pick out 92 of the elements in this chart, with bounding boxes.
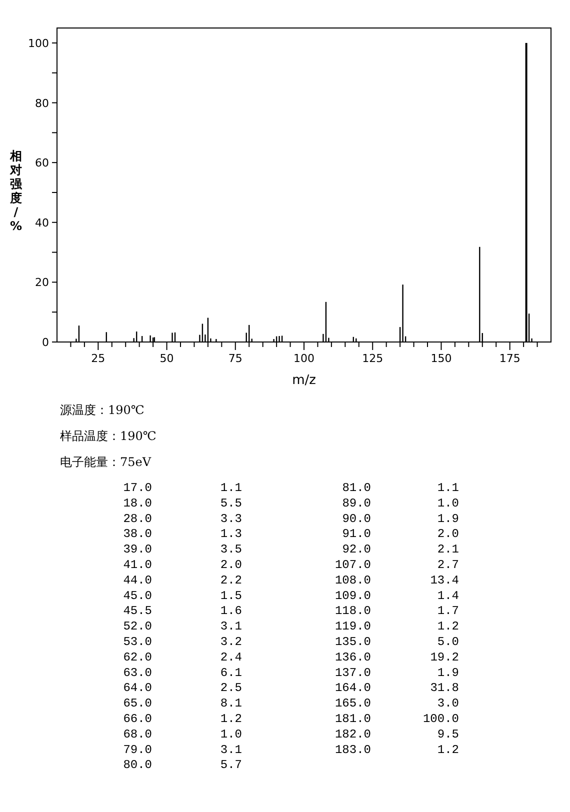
text: 17.0 — [123, 481, 152, 495]
text: 45.5 — [123, 604, 152, 618]
text: 90.0 — [342, 512, 371, 526]
x-axis-title: m/z — [292, 373, 316, 388]
text: 1.2 — [220, 712, 242, 726]
text: 38.0 — [123, 527, 152, 542]
text: 2.7 — [437, 558, 459, 572]
text: 108.0 — [334, 573, 371, 588]
text: 5.7 — [220, 758, 242, 772]
y-tick-label: 80 — [35, 96, 49, 110]
text: 65.0 — [123, 696, 152, 711]
text: 28.0 — [123, 512, 152, 526]
text: 3.1 — [220, 742, 242, 757]
text: 1.0 — [437, 496, 459, 510]
text: 183.0 — [334, 742, 371, 757]
text: 6.1 — [220, 666, 242, 680]
text: 181.0 — [334, 712, 371, 726]
text: 1.1 — [437, 481, 459, 495]
y-tick-label: 0 — [42, 336, 49, 349]
text: 2.4 — [220, 650, 242, 664]
text: 100.0 — [422, 712, 459, 726]
text: 3.1 — [220, 620, 242, 634]
text: 1.5 — [220, 588, 242, 603]
y-tick-label: 100 — [28, 36, 49, 50]
text: 2.0 — [220, 558, 242, 572]
text: 1.1 — [220, 481, 242, 495]
text: 66.0 — [123, 712, 152, 726]
text: 2.1 — [437, 542, 459, 557]
text: 53.0 — [123, 635, 152, 649]
text: 118.0 — [334, 604, 371, 618]
y-tick-label: 40 — [35, 216, 49, 230]
text: 1.2 — [437, 742, 459, 757]
text: 92.0 — [342, 542, 371, 557]
x-tick-label: 25 — [91, 352, 106, 365]
text: 137.0 — [334, 666, 371, 680]
text: 3.2 — [220, 635, 242, 649]
text: 165.0 — [334, 696, 371, 711]
text: 52.0 — [123, 620, 152, 634]
text: 3.5 — [220, 542, 242, 557]
text: 1.9 — [437, 666, 459, 680]
text: 80.0 — [123, 758, 152, 772]
text: 5.5 — [220, 496, 242, 510]
x-tick-label: 100 — [294, 352, 314, 365]
text: 2.2 — [220, 573, 242, 588]
text: 44.0 — [123, 573, 152, 588]
text: 1.6 — [220, 604, 242, 618]
text: 1.4 — [437, 588, 459, 603]
text: 89.0 — [342, 496, 371, 510]
text: 源温度：190℃ — [60, 403, 144, 417]
text: 18.0 — [123, 496, 152, 510]
text: 135.0 — [334, 635, 371, 649]
text: 107.0 — [334, 558, 371, 572]
x-tick-label: 175 — [499, 352, 520, 365]
x-tick-label: 150 — [430, 352, 452, 365]
text: 62.0 — [123, 650, 152, 664]
text: 1.9 — [437, 512, 459, 526]
x-tick-label: 50 — [160, 352, 174, 365]
text: 39.0 — [123, 542, 152, 557]
text: 13.4 — [430, 573, 459, 588]
text: 电子能量：75eV — [60, 455, 152, 469]
text: 8.1 — [220, 696, 242, 711]
text: 1.0 — [220, 727, 242, 742]
text: 91.0 — [342, 527, 371, 542]
text: 109.0 — [334, 588, 371, 603]
text: 164.0 — [334, 681, 371, 696]
text: 2.5 — [220, 681, 242, 696]
text: 19.2 — [430, 650, 459, 664]
text: 样品温度：190℃ — [60, 429, 156, 443]
text: 119.0 — [334, 620, 371, 634]
y-tick-label: 20 — [35, 276, 49, 290]
text: 3.0 — [437, 696, 459, 711]
text: 45.0 — [123, 588, 152, 603]
y-tick-label: 60 — [35, 156, 49, 170]
text: 9.5 — [437, 727, 459, 742]
text: 3.3 — [220, 512, 242, 526]
text: 5.0 — [437, 635, 459, 649]
x-tick-label: 125 — [362, 352, 384, 365]
text: 136.0 — [334, 650, 371, 664]
y-axis-title: 相对强度/% — [9, 149, 23, 233]
text: 1.2 — [437, 620, 459, 634]
x-tick-label: 75 — [228, 352, 242, 365]
text: 79.0 — [123, 742, 152, 757]
text: 31.8 — [430, 681, 459, 696]
text: 2.0 — [437, 527, 459, 542]
text: 182.0 — [334, 727, 371, 742]
text: 1.7 — [437, 604, 459, 618]
text: 1.3 — [220, 527, 242, 542]
text: 63.0 — [123, 666, 152, 680]
text: 68.0 — [123, 727, 152, 742]
text: 81.0 — [342, 481, 371, 495]
text: 64.0 — [123, 681, 152, 696]
text: 41.0 — [123, 558, 152, 572]
